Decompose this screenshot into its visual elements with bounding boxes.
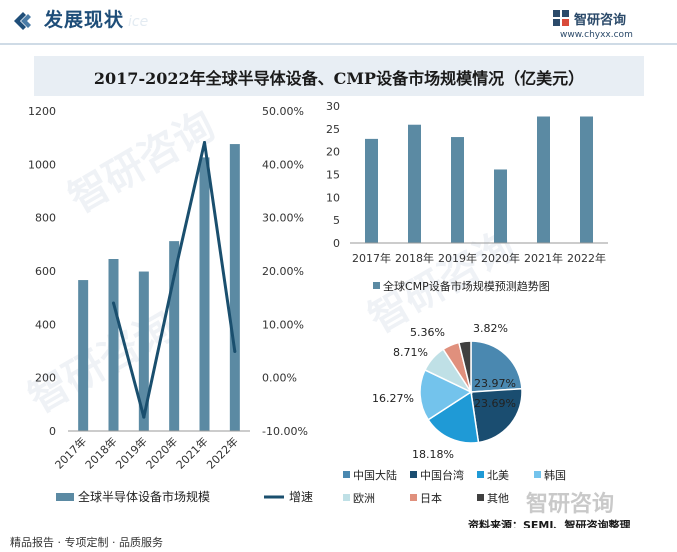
cmp-axis-tick-label: 5 [333,214,340,227]
cmp-bar [451,137,464,243]
right-axis-tick-label: 40.00% [262,158,304,171]
x-axis-tick-label: 2021年 [173,434,210,471]
pie-slice [470,340,523,393]
left-axis-tick-label: 0 [49,425,56,438]
cmp-bar [408,124,421,243]
watermark-brand: 智研咨询 [526,492,615,517]
bar [108,259,119,431]
right-axis-tick-label: 30.00% [262,212,304,225]
cmp-axis-tick-label: 0 [333,237,340,250]
pie-legend-swatch [477,494,484,501]
pie-slice [427,390,480,444]
x-axis-tick-label: 2017年 [52,434,89,471]
pie-legend-label: 韩国 [544,468,566,482]
bar [199,157,210,431]
pie-data-label: 16.27% [372,392,414,405]
cmp-axis-tick-label: 15 [326,169,340,182]
pie-legend-swatch [410,494,417,501]
legend-swatch [56,493,74,501]
pie-legend-label: 北美 [487,469,509,482]
cmp-axis-tick-label: 25 [326,123,340,136]
x-axis-tick-label: 2022年 [203,434,240,471]
x-axis-tick-label: 2018年 [82,434,119,471]
page-footer: 精品报告 · 专项定制 · 品质服务 [0,528,677,552]
cmp-bar [580,116,593,243]
bar [229,144,240,432]
pie-data-label: 8.71% [393,346,428,359]
brand-url: www.chyxx.com [560,30,633,40]
pie-legend-label: 其他 [487,492,509,505]
chart-title: 2017-2022年全球半导体设备、CMP设备市场规模情况（亿美元） [93,69,585,88]
legend-label: 增速 [289,490,313,504]
left-axis-tick-label: 800 [35,212,56,225]
cmp-bar [365,138,378,243]
cmp-x-tick-label: 2018年 [395,251,434,265]
page-header: 发展现状 ice 智研咨询 www.chyxx.com [0,0,677,45]
pie-legend-swatch [477,471,484,478]
x-axis-tick-label: 2019年 [112,434,149,471]
pie-legend-label: 日本 [420,491,442,505]
right-axis-tick-label: 20.00% [262,265,304,278]
bar [169,241,180,431]
pie-slice [419,368,473,421]
pie-legend-label: 欧洲 [353,492,375,505]
growth-point [233,350,237,354]
cmp-bar [494,169,507,243]
left-axis-tick-label: 1000 [28,158,56,171]
cmp-axis-tick-label: 20 [326,146,340,159]
chart-title-bar: 2017-2022年全球半导体设备、CMP设备市场规模情况（亿美元） [34,56,644,96]
growth-point [172,274,176,278]
pie-data-label: 23.69% [474,397,516,410]
footer-slogan: 精品报告 · 专项定制 · 品质服务 [10,536,163,549]
double-chevron-icon [14,12,31,30]
cmp-axis-tick-label: 10 [326,191,340,204]
pie-data-label: 5.36% [410,326,445,339]
left-axis-tick-label: 1200 [28,105,56,118]
cmp-x-tick-label: 2019年 [438,251,477,265]
pie-legend-swatch [343,471,350,478]
pie-slice [470,387,523,444]
pie-legend-swatch [534,471,541,478]
bar [138,271,149,431]
brand-name: 智研咨询 [574,13,627,28]
pie-legend-label: 中国大陆 [353,468,397,482]
header-ghost-text: ice [128,14,149,30]
left-axis-tick-label: 400 [35,318,56,331]
growth-point [112,301,115,305]
growth-point [142,415,146,419]
brand-logo-icon [553,10,569,26]
legend-label: 全球半导体设备市场规模 [78,489,210,504]
header-divider [0,43,677,45]
pie-legend-swatch [410,471,417,478]
pie-data-label: 18.18% [412,448,454,461]
left-axis-tick-label: 200 [35,372,56,385]
cmp-axis-tick-label: 30 [326,100,340,113]
cmp-legend-label: 全球CMP设备市场规模预测趋势图 [383,279,550,293]
pie-slice [457,340,472,393]
section-title: 发展现状 [44,9,125,31]
left-axis-tick-label: 600 [35,265,56,278]
pie-legend-swatch [343,494,350,501]
growth-point [203,140,206,144]
right-axis-tick-label: 10.00% [262,318,304,331]
cmp-x-tick-label: 2021年 [524,251,563,265]
cmp-legend-swatch [373,282,380,289]
pie-data-label: 3.82% [473,322,508,335]
bar [78,280,89,431]
pie-legend-label: 中国台湾 [420,468,464,482]
cmp-x-tick-label: 2022年 [567,251,606,265]
right-axis-tick-label: 50.00% [262,105,304,118]
cmp-x-tick-label: 2017年 [352,251,391,265]
cmp-bar [537,116,550,243]
pie-data-label: 23.97% [474,377,516,390]
x-axis-tick-label: 2020年 [143,434,180,471]
right-axis-tick-label: -10.00% [262,425,308,438]
right-axis-tick-label: 0.00% [262,372,297,385]
cmp-x-tick-label: 2020年 [481,251,520,265]
